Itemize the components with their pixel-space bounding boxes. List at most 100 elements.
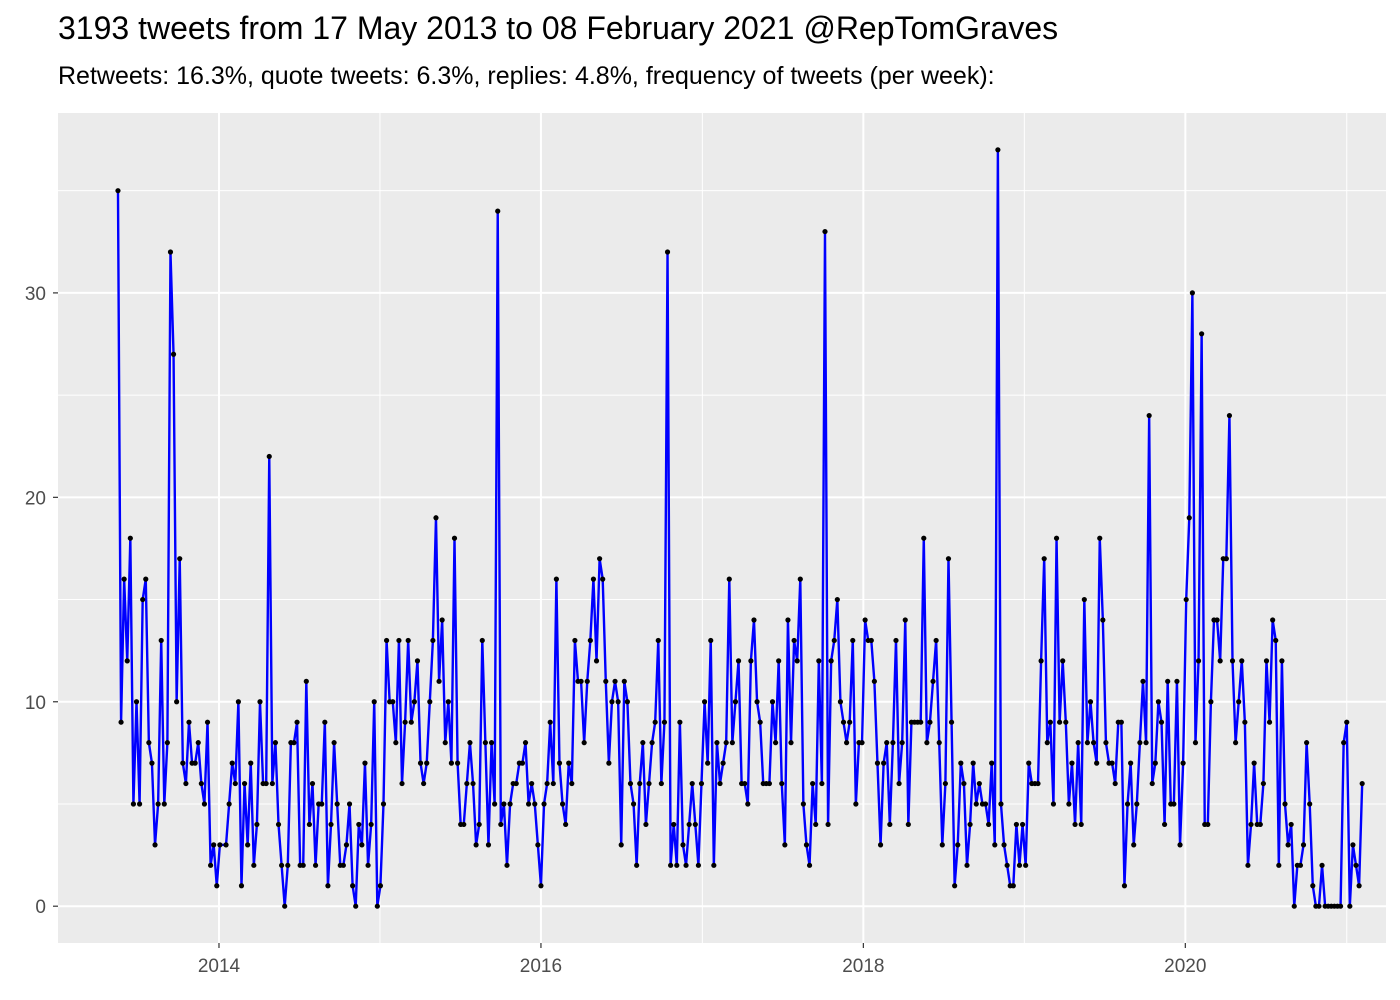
data-point xyxy=(572,637,578,644)
data-point xyxy=(806,862,813,868)
data-point xyxy=(615,699,621,705)
data-point xyxy=(504,862,510,868)
data-point xyxy=(232,780,238,787)
data-point xyxy=(1359,780,1365,787)
data-point xyxy=(1152,760,1158,766)
data-point xyxy=(365,862,371,868)
data-point xyxy=(819,780,825,787)
data-point xyxy=(692,821,698,828)
data-point xyxy=(279,862,285,868)
data-point xyxy=(587,637,593,644)
data-point xyxy=(550,780,556,787)
data-point xyxy=(1124,801,1131,807)
data-point xyxy=(649,740,655,746)
data-point xyxy=(1307,801,1313,807)
data-point xyxy=(674,862,680,868)
data-point xyxy=(439,617,445,623)
data-point xyxy=(238,883,245,889)
data-point xyxy=(976,780,982,787)
data-point xyxy=(961,780,967,787)
data-point xyxy=(1236,699,1242,705)
data-point xyxy=(825,821,831,828)
data-point xyxy=(559,801,566,807)
data-point xyxy=(328,821,334,828)
data-point xyxy=(1208,699,1214,705)
data-point xyxy=(377,883,384,889)
data-point xyxy=(942,780,948,787)
data-point xyxy=(371,699,377,705)
data-point xyxy=(146,740,152,746)
data-point xyxy=(791,637,797,644)
data-point xyxy=(152,842,158,848)
data-point xyxy=(1174,678,1180,684)
data-point xyxy=(186,719,192,725)
data-point xyxy=(294,719,300,725)
data-point xyxy=(1050,801,1057,807)
data-point xyxy=(634,862,640,868)
data-point xyxy=(705,760,711,766)
data-point xyxy=(451,535,458,541)
data-point xyxy=(1044,740,1050,746)
data-point xyxy=(180,760,186,766)
data-point xyxy=(772,740,779,746)
data-point xyxy=(167,249,174,255)
data-point xyxy=(201,801,208,807)
data-point xyxy=(217,842,223,848)
data-point xyxy=(1134,801,1140,807)
data-point xyxy=(621,678,627,684)
data-point xyxy=(1337,903,1344,909)
data-point xyxy=(652,719,658,725)
data-point xyxy=(1192,740,1199,746)
y-tick-label: 30 xyxy=(25,284,46,305)
data-point xyxy=(495,208,501,214)
data-point xyxy=(161,801,167,807)
x-tick-label: 2018 xyxy=(842,956,884,977)
data-point xyxy=(1161,821,1168,828)
data-point xyxy=(1140,678,1146,684)
data-point xyxy=(1341,740,1347,746)
data-point xyxy=(862,617,868,623)
data-point xyxy=(566,760,572,766)
data-point xyxy=(325,883,331,889)
data-point xyxy=(380,801,387,807)
data-point xyxy=(874,760,881,766)
chart-title: 3193 tweets from 17 May 2013 to 08 Febru… xyxy=(58,10,1059,46)
data-point xyxy=(393,740,399,746)
data-point xyxy=(834,596,840,603)
data-point xyxy=(374,903,380,909)
data-point xyxy=(1053,535,1060,541)
data-point xyxy=(729,740,735,746)
data-point xyxy=(847,719,853,725)
data-point xyxy=(1180,760,1186,766)
data-point xyxy=(1103,740,1109,746)
data-point xyxy=(492,801,498,807)
data-point xyxy=(226,801,232,807)
data-point xyxy=(1291,903,1297,909)
data-point xyxy=(720,760,726,766)
data-point xyxy=(1356,883,1362,889)
data-point xyxy=(671,821,677,828)
data-point xyxy=(664,249,671,255)
data-point xyxy=(482,740,488,746)
data-point xyxy=(1214,617,1220,623)
data-point xyxy=(195,740,201,746)
data-point xyxy=(353,903,359,909)
data-point xyxy=(844,740,850,746)
data-point xyxy=(479,637,485,644)
data-point xyxy=(303,678,309,684)
data-point xyxy=(1217,658,1223,664)
data-point xyxy=(698,780,705,787)
data-point xyxy=(149,760,155,766)
data-point xyxy=(1260,780,1266,787)
data-point xyxy=(952,883,958,889)
data-point xyxy=(1057,719,1063,725)
data-point xyxy=(1090,740,1097,746)
data-point xyxy=(183,780,189,787)
data-point xyxy=(881,760,887,766)
data-point xyxy=(742,780,748,787)
data-point xyxy=(356,821,362,828)
data-point xyxy=(118,719,124,725)
data-point xyxy=(1171,801,1177,807)
data-point xyxy=(1081,596,1087,603)
data-point xyxy=(1205,821,1211,828)
